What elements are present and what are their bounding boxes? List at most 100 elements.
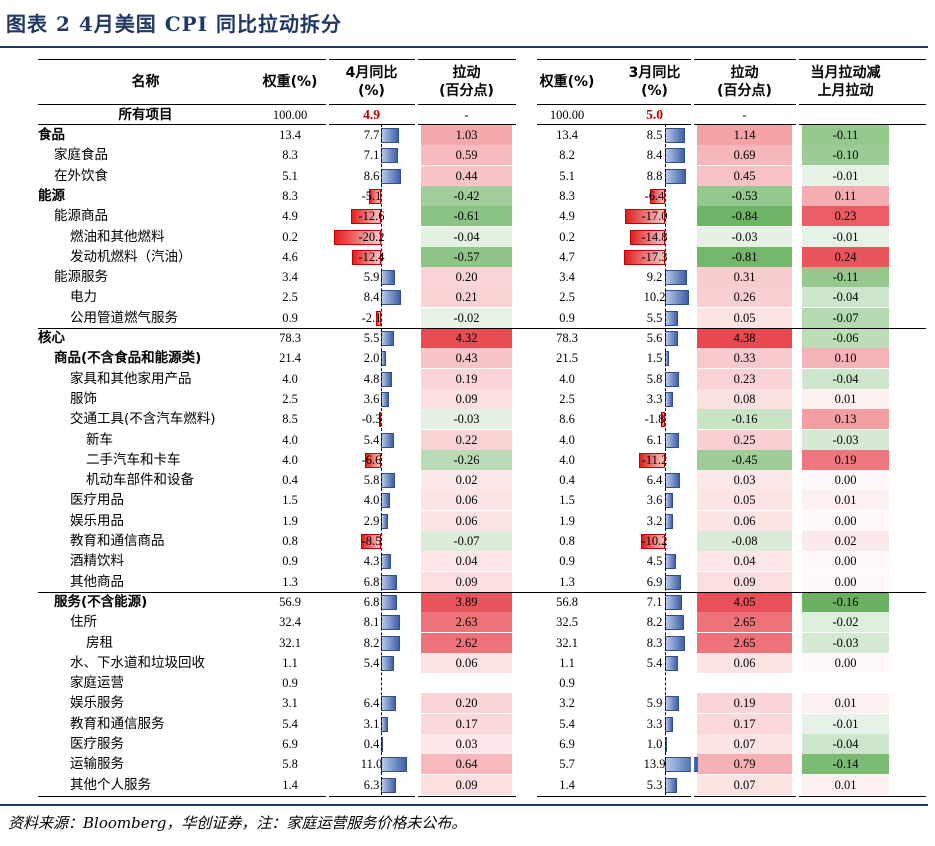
pull-apr-heat [421,693,512,713]
row-label: 能源 [38,188,65,204]
weight-apr: 2.5 [282,290,298,304]
weight-mar: 56.8 [556,595,578,609]
totals-yoy-apr: 4.9 [363,107,380,122]
pull-mar-heat [697,389,792,409]
yoy-apr-bar [333,230,381,245]
column-gap [326,59,329,798]
pull-apr: 0.09 [455,575,478,589]
weight-apr: 3.1 [282,696,298,710]
pull-mar: 0.19 [733,696,756,710]
pull-diff: -0.01 [832,169,859,183]
pull-mar-heat [697,409,792,429]
pull-apr-heat [421,572,512,592]
column-gap [519,59,537,798]
pull-mar-heat [697,227,792,247]
weight-mar: 0.2 [559,230,575,244]
row-label: 食品 [38,127,65,143]
pull-mar-heat [697,125,792,145]
weight-apr: 0.2 [282,230,298,244]
header-bottom-rule [38,104,926,105]
column-gap [691,59,694,798]
yoy-apr: 4.0 [363,493,380,507]
pull-mar-heat [697,470,792,490]
yoy-apr-bar [351,250,381,265]
yoy-apr: 6.8 [363,575,380,589]
totals-yoy-mar: 5.0 [646,107,663,122]
weight-apr: 1.1 [282,656,298,670]
pull-mar-heat [697,247,792,267]
yoy-mar: -17.3 [641,250,668,264]
pull-apr-heat [421,328,512,348]
weight-mar: 8.6 [559,412,575,426]
row-label: 商品(不含食品和能源类) [54,350,202,366]
yoy-apr: 8.1 [363,615,380,629]
yoy-apr-bar [365,453,381,468]
column-gap [516,59,519,798]
row-label: 其他商品 [70,574,124,590]
yoy-mar: 3.3 [646,717,663,731]
weight-apr: 32.4 [279,615,301,629]
pull-diff: -0.03 [832,433,859,447]
header-weight-mar: 权重(%) [539,74,595,90]
pull-apr-heat [421,206,512,226]
pull-diff: 0.19 [834,453,857,467]
yoy-apr: -8.5 [361,534,382,548]
weight-mar: 8.3 [559,189,575,203]
row-label: 机动车部件和设备 [86,472,194,488]
pull-diff-heat [802,430,889,450]
yoy-apr: -12.4 [358,250,385,264]
row-label: 水、下水道和垃圾回收 [70,655,205,671]
pull-mar-heat [697,572,792,592]
pull-diff: 0.24 [834,250,857,264]
pull-apr-heat [421,734,512,754]
pull-diff: 0.00 [834,656,857,670]
pull-mar: 1.14 [733,128,756,142]
weight-apr: 4.0 [282,453,298,467]
pull-mar: 0.06 [733,656,756,670]
pull-mar-heat [697,531,792,551]
pull-apr: 0.20 [455,696,478,710]
pull-diff: 0.10 [834,351,857,365]
chart-title: 图表 2 4月美国 CPI 同比拉动拆分 [6,12,342,36]
yoy-mar-bar [641,534,665,549]
pull-mar: 0.05 [733,493,756,507]
pull-apr: 0.22 [455,433,478,447]
pull-apr: 0.43 [455,351,478,365]
pull-diff-heat [802,369,889,389]
weight-mar: 5.1 [559,169,575,183]
pull-mar-heat [697,754,792,774]
weight-apr: 6.9 [282,737,298,751]
yoy-apr: -12.6 [358,209,385,223]
bottom-rule [0,804,928,806]
pull-diff-heat [802,145,889,165]
weight-apr: 13.4 [279,128,301,142]
pull-diff: 0.00 [834,575,857,589]
pull-mar-heat [697,714,792,734]
pull-diff: 0.01 [834,392,857,406]
yoy-mar [617,673,692,693]
weight-mar: 5.4 [559,717,575,731]
weight-apr: 5.1 [282,169,298,183]
weight-mar: 2.5 [559,392,575,406]
weight-apr: 32.1 [279,636,301,650]
weight-mar: 13.4 [556,128,578,142]
pull-mar: 0.26 [733,290,756,304]
yoy-apr: -0.3 [361,412,382,426]
weight-mar: 1.3 [559,575,575,589]
row-label: 家庭运营 [70,675,124,691]
header-pull-apr: 拉动 (百分点) [439,65,494,99]
weight-mar: 1.9 [559,514,575,528]
pull-diff: -0.07 [832,311,859,325]
pull-apr: 2.62 [455,636,478,650]
yoy-mar: 8.4 [646,148,663,162]
yoy-apr-bar [351,209,381,224]
weight-mar: 1.1 [559,656,575,670]
pull-apr: 0.59 [455,148,478,162]
yoy-mar: 10.2 [643,290,666,304]
yoy-apr-bar [376,311,381,326]
yoy-apr-zero-axis [381,124,382,795]
pull-diff-heat [802,450,889,470]
pull-mar: -0.81 [731,250,758,264]
pull-apr-heat [421,145,512,165]
yoy-mar: 5.6 [646,331,663,345]
